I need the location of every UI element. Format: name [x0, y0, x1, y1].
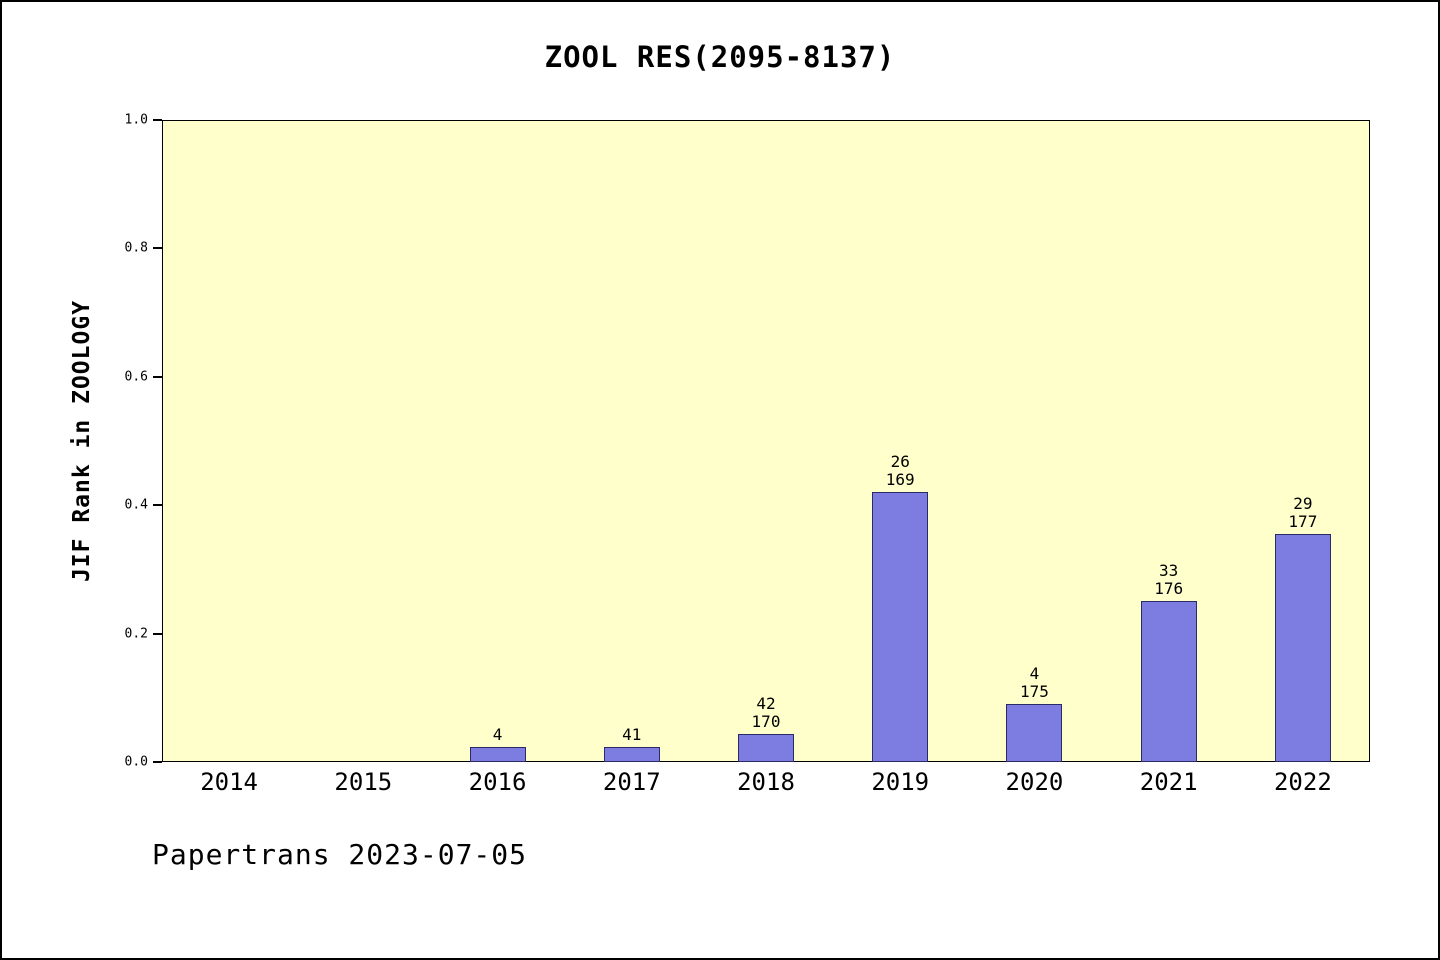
x-tick-label: 2016: [468, 768, 527, 796]
y-tick-mark: [153, 761, 162, 763]
x-tick-label: 2018: [737, 768, 795, 796]
footer-text: Papertrans 2023-07-05: [152, 838, 528, 871]
bar-2020: [1006, 704, 1063, 762]
y-tick-mark: [153, 247, 162, 250]
bar-2019: [872, 492, 929, 762]
y-tick-label: 0.4: [124, 497, 148, 513]
bar-2022: [1274, 534, 1331, 762]
bar-2017: [603, 747, 660, 762]
y-tick-mark: [153, 375, 162, 378]
x-tick-label: 2019: [871, 768, 930, 796]
x-tick-label: 2021: [1139, 768, 1198, 796]
y-tick-mark: [153, 504, 162, 507]
bar-2016: [469, 747, 526, 762]
y-tick-label: 1.0: [124, 112, 148, 128]
x-tick-label: 2015: [334, 768, 393, 796]
bar-2021: [1140, 601, 1197, 762]
bar-label-2020: 4 175: [1019, 664, 1049, 701]
y-tick-label: 0.6: [124, 369, 148, 385]
bar-label-2018: 42 170: [751, 694, 781, 731]
y-tick-mark: [153, 632, 162, 635]
x-tick-label: 2022: [1273, 768, 1332, 796]
y-tick-label: 0.8: [124, 240, 148, 256]
bar-label-2016: 4: [492, 725, 503, 744]
y-tick-label: 0.0: [124, 754, 148, 770]
y-tick-mark: [153, 119, 162, 121]
x-tick-label: 2017: [602, 768, 661, 796]
bar-label-2021: 33 176: [1154, 561, 1184, 598]
bar-label-2022: 29 177: [1288, 494, 1318, 531]
bar-label-2017: 41: [622, 725, 642, 744]
bar-label-2019: 26 169: [885, 452, 915, 489]
x-tick-label: 2020: [1005, 768, 1064, 796]
y-tick-label: 0.2: [124, 626, 148, 642]
bar-2018: [738, 734, 794, 762]
chart-title: ZOOL RES(2095-8137): [544, 40, 896, 74]
x-tick-label: 2014: [200, 768, 259, 796]
y-axis-label: JIF Rank in ZOOLOGY: [69, 299, 95, 583]
